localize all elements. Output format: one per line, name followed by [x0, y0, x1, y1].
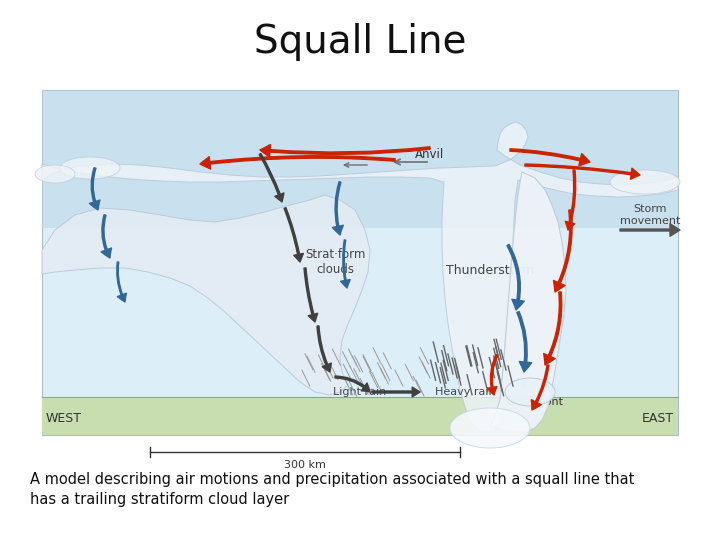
Text: Strat·form
clouds: Strat·form clouds	[305, 248, 365, 276]
Text: Light rain: Light rain	[333, 387, 387, 397]
FancyArrowPatch shape	[554, 210, 572, 292]
FancyArrowPatch shape	[620, 224, 680, 237]
FancyArrowPatch shape	[117, 262, 127, 302]
FancyArrowPatch shape	[372, 387, 420, 397]
Ellipse shape	[60, 157, 120, 179]
Text: Squall Line: Squall Line	[253, 23, 467, 61]
Bar	[42, 90, 678, 435]
FancyArrowPatch shape	[101, 215, 112, 258]
FancyArrowPatch shape	[335, 376, 370, 392]
Text: Anvil: Anvil	[415, 148, 444, 161]
FancyArrowPatch shape	[525, 164, 640, 179]
Polygon shape	[490, 172, 566, 432]
FancyArrowPatch shape	[507, 245, 524, 310]
Bar	[42, 397, 678, 435]
FancyArrowPatch shape	[200, 156, 395, 169]
FancyArrowPatch shape	[260, 145, 430, 157]
FancyArrowPatch shape	[510, 149, 590, 166]
FancyArrowPatch shape	[544, 292, 562, 365]
Text: EAST: EAST	[642, 413, 674, 426]
Text: A model describing air motions and precipitation associated with a squall line t: A model describing air motions and preci…	[30, 472, 634, 507]
Ellipse shape	[610, 170, 680, 194]
FancyArrowPatch shape	[317, 326, 331, 372]
Text: Heavy rain: Heavy rain	[435, 387, 495, 397]
FancyArrowPatch shape	[304, 268, 318, 322]
Ellipse shape	[505, 378, 555, 406]
Text: 300 km: 300 km	[284, 460, 326, 470]
FancyArrowPatch shape	[333, 182, 343, 235]
FancyArrowPatch shape	[517, 312, 531, 372]
Bar	[42, 90, 678, 228]
Text: Gust front: Gust front	[507, 397, 563, 407]
Text: Storm
movement: Storm movement	[620, 204, 680, 226]
FancyArrowPatch shape	[487, 355, 498, 395]
FancyArrowPatch shape	[565, 170, 576, 230]
Text: WEST: WEST	[46, 413, 82, 426]
Polygon shape	[42, 122, 678, 432]
FancyArrowPatch shape	[341, 240, 350, 288]
Polygon shape	[42, 195, 370, 395]
FancyArrowPatch shape	[89, 168, 100, 210]
FancyArrowPatch shape	[259, 153, 284, 202]
Ellipse shape	[35, 165, 75, 183]
Ellipse shape	[450, 408, 530, 448]
FancyArrowPatch shape	[531, 365, 549, 410]
FancyArrowPatch shape	[284, 208, 303, 262]
Text: Thunderstorm: Thunderstorm	[446, 264, 534, 276]
